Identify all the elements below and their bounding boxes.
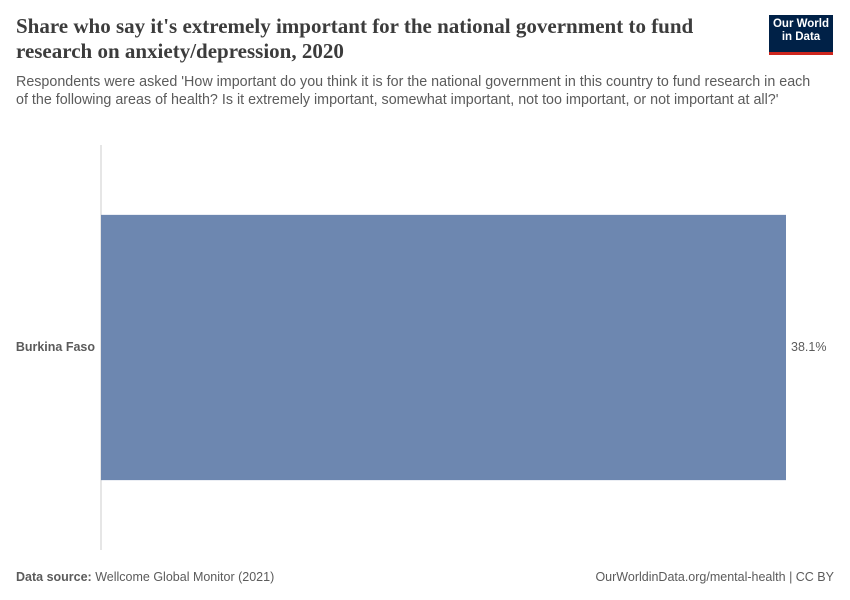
category-label: Burkina Faso (16, 340, 96, 354)
chart-title: Share who say it's extremely important f… (16, 14, 694, 63)
source: Data source: Wellcome Global Monitor (20… (16, 570, 274, 584)
source-text[interactable]: Wellcome Global Monitor (2021) (95, 570, 275, 584)
logo[interactable]: Our World in Data (769, 15, 833, 55)
logo-line: in Data (781, 31, 821, 43)
footer-link[interactable]: OurWorldinData.org/mental-health | CC BY (595, 570, 834, 584)
source-label: Data source: (16, 570, 92, 584)
value-label: 38.1% (791, 340, 826, 354)
chart: Burkina Faso 38.1% (16, 145, 826, 550)
chart-subtitle: Respondents were asked 'How important do… (16, 74, 811, 108)
logo-line: Our World (772, 18, 829, 30)
bar (101, 214, 786, 481)
